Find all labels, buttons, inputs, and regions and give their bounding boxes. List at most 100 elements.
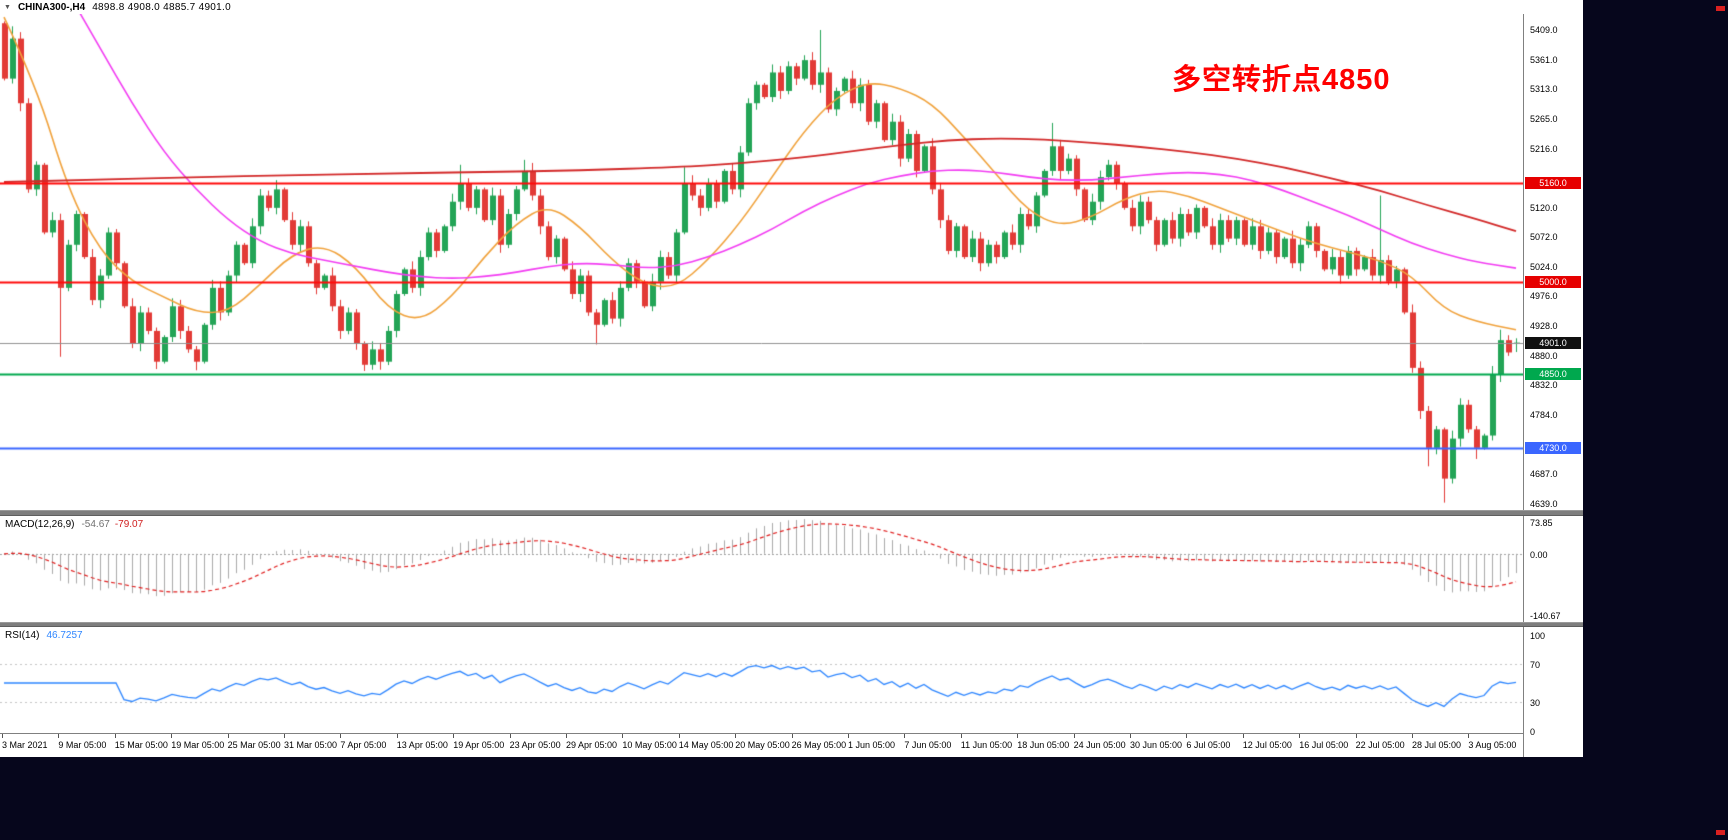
price-tag: 4730.0 (1525, 441, 1581, 454)
date-label: 12 Jul 05:00 (1242, 740, 1292, 750)
date-label: 18 Jun 05:00 (1017, 740, 1070, 750)
price-axis-label: 5265.0 (1530, 113, 1558, 124)
bottom-panel (0, 757, 1583, 840)
price-axis-label: 5409.0 (1530, 25, 1558, 35)
symbol-title: CHINA300-,H4 (17, 1, 86, 13)
red-tick-top (1716, 6, 1725, 11)
time-axis-tick (622, 734, 624, 738)
date-label: 7 Apr 05:00 (340, 740, 387, 750)
time-axis-tick (791, 734, 793, 738)
annotation-text[interactable]: 多空转折点4850 (1172, 64, 1391, 96)
rsi-chart-canvas[interactable] (0, 627, 1523, 733)
panel-separator-rsi[interactable] (0, 622, 1583, 627)
price-axis-label: 5120.0 (1530, 202, 1558, 213)
time-axis-tick (904, 734, 906, 738)
time-axis-tick (1242, 734, 1244, 738)
time-axis-tick (509, 734, 511, 738)
time-axis-tick (566, 734, 567, 738)
price-axis[interactable]: 5409.0 5361.0 5313.0 5265.0 5216.0 5120.0 5072… (1523, 0, 1583, 757)
time-axis-tick (1130, 734, 1131, 738)
date-label: 14 May 05:00 (678, 740, 734, 750)
date-label: 19 Apr 05:00 (453, 740, 505, 750)
date-label: 3 Mar 2021 (2, 740, 48, 750)
time-axis[interactable]: 3 Mar 2021 9 Mar 05:00 15 Mar 05:00 19 Mar … (0, 733, 1583, 757)
date-label: 11 Jun 05:00 (960, 740, 1013, 750)
time-axis-tick (1468, 734, 1470, 738)
price-axis-label: 5313.0 (1530, 84, 1558, 95)
date-label: 29 Apr 05:00 (566, 740, 618, 750)
chevron-down-icon[interactable]: ▼ (4, 3, 11, 11)
time-axis-tick (114, 734, 116, 738)
date-label: 6 Jul 05:00 (1186, 740, 1231, 750)
price-axis-label: 5024.0 (1530, 261, 1558, 272)
red-tick-bottom (1716, 830, 1725, 835)
time-axis-tick (678, 734, 680, 738)
time-axis-tick (1073, 734, 1075, 738)
rsi-indicator-label: RSI(14) 46.7257 (5, 630, 83, 641)
rsi-axis-label: 100 (1530, 631, 1546, 641)
price-axis-label: 4687.0 (1530, 469, 1558, 480)
price-axis-label: 4639.0 (1530, 498, 1558, 509)
time-axis-tick (848, 734, 849, 738)
chart-header: ▼ CHINA300-,H4 4898.8 4908.0 4885.7 4901… (0, 0, 1583, 14)
macd-main-value: -54.67 (81, 519, 110, 530)
rsi-value: 46.7257 (46, 630, 83, 641)
date-label: 26 May 05:00 (791, 740, 847, 750)
rsi-name: RSI(14) (5, 630, 40, 641)
date-label: 28 Jul 05:00 (1412, 740, 1462, 750)
right-panel (1583, 0, 1728, 840)
macd-signal-value: -79.07 (114, 519, 144, 530)
time-axis-tick (960, 734, 962, 738)
rsi-axis-label: 0 (1530, 727, 1536, 737)
price-axis-label: 4928.0 (1530, 321, 1558, 331)
time-axis-tick (1412, 734, 1413, 738)
macd-axis-label: -140.67 (1530, 610, 1561, 621)
date-label: 13 Apr 05:00 (396, 740, 448, 750)
price-axis-label: 4976.0 (1530, 291, 1558, 302)
price-axis-label: 5361.0 (1530, 54, 1558, 65)
macd-chart-canvas[interactable] (0, 516, 1523, 622)
price-chart-canvas[interactable] (0, 14, 1523, 510)
time-axis-tick (284, 734, 285, 738)
price-tag: 5160.0 (1525, 177, 1581, 190)
price-tag: 4901.0 (1525, 336, 1581, 349)
rsi-axis-label: 30 (1530, 698, 1541, 709)
time-axis-tick (396, 734, 398, 738)
date-label: 24 Jun 05:00 (1073, 740, 1126, 750)
price-tag: 4850.0 (1525, 368, 1581, 380)
date-label: 15 Mar 05:00 (114, 740, 168, 750)
date-label: 25 Mar 05:00 (227, 740, 281, 750)
time-axis-tick (1299, 734, 1301, 738)
date-label: 16 Jul 05:00 (1299, 740, 1349, 750)
date-label: 1 Jun 05:00 (848, 740, 896, 750)
time-axis-tick (735, 734, 737, 738)
ohlc-values: 4898.8 4908.0 4885.7 4901.0 (92, 1, 231, 13)
price-axis-label: 4784.0 (1530, 409, 1558, 420)
date-label: 20 May 05:00 (735, 740, 790, 750)
date-label: 9 Mar 05:00 (58, 740, 107, 750)
date-label: 10 May 05:00 (622, 740, 677, 750)
price-axis-label: 5216.0 (1530, 143, 1558, 154)
time-axis-tick (453, 734, 455, 738)
macd-indicator-label: MACD(12,26,9) -54.67 -79.07 (5, 519, 143, 530)
time-axis-tick (1186, 734, 1188, 738)
price-axis-label: 4880.0 (1530, 350, 1558, 361)
time-axis-tick (227, 734, 229, 738)
time-axis-tick (1355, 734, 1357, 738)
price-axis-label: 5072.0 (1530, 232, 1558, 243)
time-axis-tick (2, 734, 3, 738)
macd-axis-label: 73.85 (1530, 517, 1553, 528)
date-label: 19 Mar 05:00 (171, 740, 225, 750)
price-axis-label: 4832.0 (1530, 380, 1558, 391)
time-axis-tick (171, 734, 173, 738)
date-label: 31 Mar 05:00 (284, 740, 338, 750)
macd-axis-label: 0.00 (1530, 549, 1548, 560)
date-label: 30 Jun 05:00 (1130, 740, 1183, 750)
panel-separator-macd[interactable] (0, 510, 1583, 516)
time-axis-tick (58, 734, 60, 738)
date-label: 7 Jun 05:00 (904, 740, 952, 750)
date-label: 22 Jul 05:00 (1355, 740, 1405, 750)
time-axis-tick (1017, 734, 1019, 738)
macd-name: MACD(12,26,9) (5, 519, 75, 530)
